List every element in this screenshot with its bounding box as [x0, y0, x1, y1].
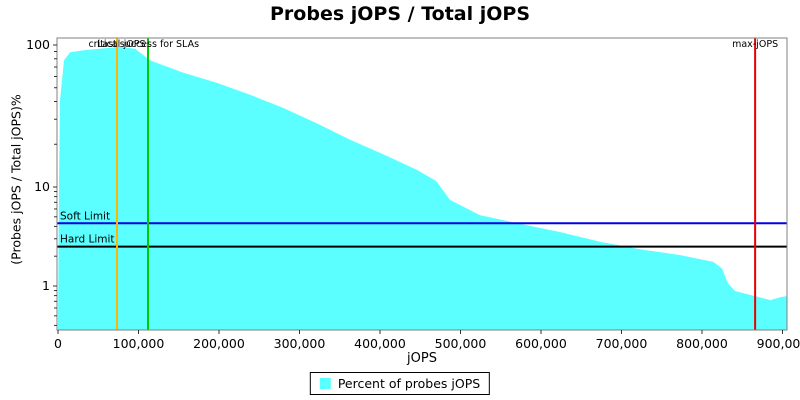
x-tick-label: 500,000: [435, 336, 487, 351]
plot-frame: [56, 37, 788, 331]
x-tick-label: 900,000: [757, 336, 800, 351]
x-axis-title: jOPS: [407, 351, 437, 366]
x-tick-label: 800,000: [676, 336, 728, 351]
y-tick-label: 1: [42, 278, 50, 293]
marker-label-2: max-jOPS: [732, 39, 778, 50]
x-tick-label: 400,000: [354, 336, 406, 351]
marker-label-1: Last success for SLAs: [97, 39, 199, 50]
x-tick-label: 300,000: [274, 336, 326, 351]
limit-label-0: Soft Limit: [60, 210, 110, 222]
y-tick-label: 10: [34, 179, 50, 194]
limit-label-1: Hard Limit: [60, 234, 115, 246]
legend-swatch-icon: [319, 378, 331, 389]
y-tick-label: 100: [26, 37, 50, 52]
x-tick-label: 600,000: [515, 336, 567, 351]
x-tick-label: 0: [54, 336, 62, 351]
marker-label-0: critical-jOPS: [88, 39, 145, 50]
area-series: [58, 46, 787, 331]
x-tick-label: 100,000: [113, 336, 165, 351]
chart-title: Probes jOPS / Total jOPS: [270, 3, 530, 25]
x-tick-label: 200,000: [193, 336, 245, 351]
legend-label: Percent of probes jOPS: [337, 376, 481, 391]
x-tick-label: 700,000: [596, 336, 648, 351]
legend: Percent of probes jOPS: [309, 372, 491, 395]
